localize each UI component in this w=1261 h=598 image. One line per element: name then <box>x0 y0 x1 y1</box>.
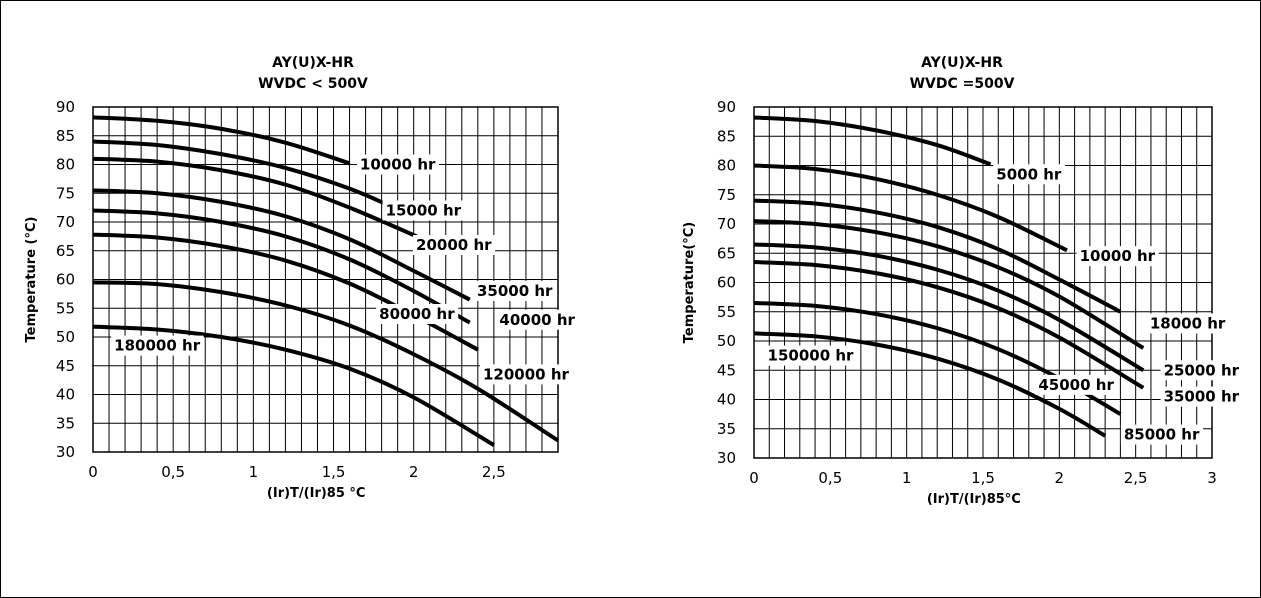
chart2-x-tick-label: 1,5 <box>971 469 995 487</box>
chart1-series-line-10000-hr <box>92 115 351 166</box>
chart1-curve-label: 120000 hr <box>483 365 570 383</box>
chart2-plot-border <box>753 106 1213 459</box>
chart1-x-tick-label: 2 <box>409 463 419 481</box>
chart1-series-line-35000-hr <box>92 188 471 302</box>
chart2-curve-label-box <box>1076 246 1159 267</box>
chart1-subtitle: WVDC < 500V <box>258 76 368 92</box>
chart2-curve-label: 150000 hr <box>768 347 855 365</box>
chart2-series-line-10000-hr <box>753 163 1068 253</box>
chart1-curve-label: 40000 hr <box>499 311 575 329</box>
chart1-y-tick-label: 65 <box>56 242 75 260</box>
chart1-x-tick-label: 2,5 <box>482 463 506 481</box>
chart2-curve-label: 18000 hr <box>1150 314 1226 332</box>
chart1-y-tick-label: 85 <box>56 127 75 145</box>
chart1-y-tick-label: 50 <box>56 328 75 346</box>
chart1-y-tick-label: 80 <box>56 156 75 174</box>
chart1-title: AY(U)X-HR <box>272 55 354 71</box>
chart2-y-tick-label: 40 <box>717 391 736 409</box>
chart1-series-line-180000-hr <box>92 324 495 447</box>
chart1-series-line-40000-hr <box>92 208 471 325</box>
chart2-y-tick-label: 55 <box>717 303 736 321</box>
chart1-y-tick-label: 30 <box>56 443 75 461</box>
chart2-curve-label: 25000 hr <box>1164 361 1240 379</box>
chart2-y-tick-label: 45 <box>717 361 736 379</box>
chart1-curve-label-box <box>376 304 459 324</box>
chart1-curve-label-box <box>496 309 579 330</box>
chart1-curve-label-box <box>382 200 465 221</box>
chart1-curve-label: 10000 hr <box>360 156 436 174</box>
chart1-plot-border <box>92 106 559 453</box>
chart2-y-tick-label: 35 <box>717 420 736 438</box>
chart1-curve-label: 80000 hr <box>379 305 455 323</box>
chart1-curve-label: 35000 hr <box>477 282 553 300</box>
chart1-curve-label-box <box>356 154 439 175</box>
chart2-curve-label: 10000 hr <box>1080 247 1156 265</box>
chart1-y-tick-label: 75 <box>56 184 75 202</box>
chart1-x-tick-label: 0 <box>88 463 98 481</box>
chart2-series-line-5000-hr <box>753 115 992 167</box>
chart2-x-tick-label: 2,5 <box>1124 469 1148 487</box>
chart2-group: 30 35 40 45 50 55 60 65 70 75 80 85 90 0 0,5 1 1,5 2 2,5 3 A… <box>682 55 1243 507</box>
chart1-x-axis-label: (Ir)T/(Ir)85 °C <box>267 486 366 501</box>
chart1-y-tick-label: 40 <box>56 386 75 404</box>
chart2-series-line-35000-hr <box>753 242 1145 372</box>
chart1-curve-label-box <box>473 281 557 301</box>
chart2-x-axis-label: (Ir)T/(Ir)85°C <box>927 492 1021 507</box>
chart2-x-tick-label: 1 <box>902 469 912 487</box>
chart2-y-tick-label: 90 <box>717 98 736 116</box>
chart2-series-line-150000-hr <box>753 331 1107 438</box>
chart2-curve-label-box <box>1146 313 1229 334</box>
chart2-curve-label-box <box>1035 374 1118 395</box>
chart1-y-tick-label: 70 <box>56 213 75 231</box>
chart2-y-tick-label: 30 <box>717 449 736 467</box>
chart2-y-axis-label: Temperature(°C) <box>682 222 697 343</box>
chart2-x-tick-label: 3 <box>1207 469 1217 487</box>
chart1-curve-label: 180000 hr <box>114 337 201 355</box>
chart2-x-tick-label: 0 <box>749 469 759 487</box>
chart1-curve-label-box <box>413 235 496 255</box>
chart2-curve-label-box <box>993 164 1065 185</box>
chart2-series-line-45000-hr <box>753 260 1145 390</box>
chart1-series-line-15000-hr <box>92 139 399 212</box>
chart2-y-tick-label: 85 <box>717 127 736 145</box>
chart1-group: 30 35 40 45 50 55 60 65 70 75 80 85 90 0 0,5 1 1,5 2 2,5 AY… <box>24 55 579 501</box>
chart2-curve-label: 5000 hr <box>996 165 1062 183</box>
chart2-curve-label-box <box>1120 424 1203 445</box>
chart2-curve-label: 45000 hr <box>1038 376 1114 394</box>
chart1-curve-label: 20000 hr <box>416 236 492 254</box>
chart2-y-tick-label: 80 <box>717 157 736 175</box>
chart1-x-tick-label: 1,5 <box>322 463 346 481</box>
chart2-series-line-18000-hr <box>753 198 1122 314</box>
chart2-curve-label: 85000 hr <box>1124 426 1200 444</box>
chart1-series-line-20000-hr <box>92 156 431 244</box>
chart1-series-line-120000-hr <box>92 280 560 443</box>
chart2-curve-label-box <box>764 345 858 366</box>
chart2-series-line-25000-hr <box>753 219 1145 350</box>
chart1-curve-label-box <box>479 364 573 385</box>
chart1-y-tick-label: 60 <box>56 271 75 289</box>
chart1-x-tick-label: 1 <box>249 463 259 481</box>
chart2-subtitle: WVDC =500V <box>910 76 1015 92</box>
chart2-y-tick-label: 75 <box>717 186 736 204</box>
chart2-x-tick-label: 0,5 <box>818 469 842 487</box>
chart2-curve-label: 35000 hr <box>1164 388 1240 406</box>
chart1-y-tick-label: 45 <box>56 357 75 375</box>
chart2-y-tick-label: 70 <box>717 215 736 233</box>
chart2-curve-label-box <box>1160 386 1243 407</box>
chart1-y-tick-label: 35 <box>56 414 75 432</box>
chart1-curve-label: 15000 hr <box>386 202 462 220</box>
chart1-y-tick-label: 90 <box>56 98 75 116</box>
chart2-curve-label-box <box>1160 360 1243 381</box>
chart2-y-tick-label: 60 <box>717 274 736 292</box>
chart1-x-tick-label: 0,5 <box>161 463 185 481</box>
chart2-title: AY(U)X-HR <box>921 55 1003 71</box>
chart2-x-tick-label: 2 <box>1055 469 1065 487</box>
chart2-y-tick-label: 50 <box>717 332 736 350</box>
chart2-y-tick-label: 65 <box>717 244 736 262</box>
chart1-y-axis-label: Temperature (°C) <box>24 217 39 343</box>
chart1-y-tick-label: 55 <box>56 299 75 317</box>
chart1-curve-label-box <box>111 335 204 356</box>
